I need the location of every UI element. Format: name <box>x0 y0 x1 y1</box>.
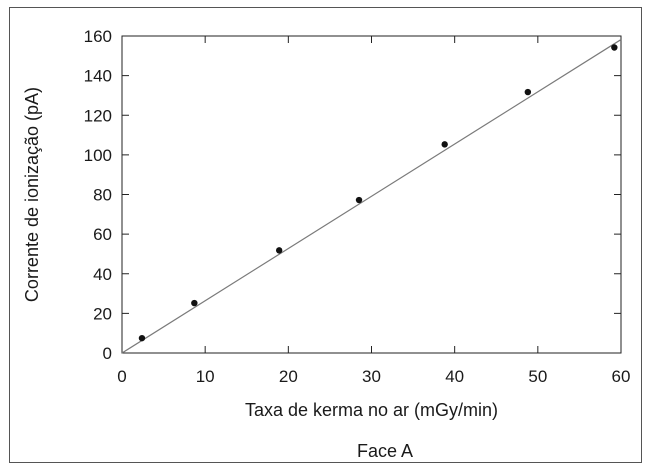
y-axis-label: Corrente de ionização (pA) <box>22 87 42 302</box>
y-tick-label: 80 <box>93 186 112 205</box>
y-tick-label: 120 <box>84 106 112 125</box>
x-tick-label: 30 <box>362 367 381 386</box>
fit-line <box>121 39 622 354</box>
y-tick-label: 0 <box>103 344 112 363</box>
data-point <box>355 196 363 204</box>
data-point <box>524 88 532 96</box>
data-point <box>611 44 618 51</box>
y-tick-label: 40 <box>93 265 112 284</box>
y-tick-label: 140 <box>84 67 112 86</box>
data-point <box>275 247 283 254</box>
x-tick-label: 10 <box>196 367 215 386</box>
data-points <box>138 44 618 342</box>
data-point <box>441 141 448 148</box>
data-point <box>138 334 146 342</box>
x-axis-ticks: 0 10 20 30 40 50 60 <box>117 36 630 386</box>
x-tick-label: 0 <box>117 367 126 386</box>
x-axis-label: Taxa de kerma no ar (mGy/min) <box>245 400 498 420</box>
figure-frame <box>9 7 642 463</box>
y-tick-label: 160 <box>84 27 112 46</box>
x-tick-label: 20 <box>279 367 298 386</box>
figure-caption: Face A <box>357 441 413 461</box>
x-tick-label: 50 <box>528 367 547 386</box>
y-axis-ticks: 0 20 40 60 80 100 120 140 160 <box>84 27 621 363</box>
y-tick-label: 60 <box>93 225 112 244</box>
y-tick-label: 100 <box>84 146 112 165</box>
x-tick-label: 40 <box>445 367 464 386</box>
data-point <box>191 299 198 307</box>
x-tick-label: 60 <box>612 367 631 386</box>
y-tick-label: 20 <box>93 304 112 323</box>
